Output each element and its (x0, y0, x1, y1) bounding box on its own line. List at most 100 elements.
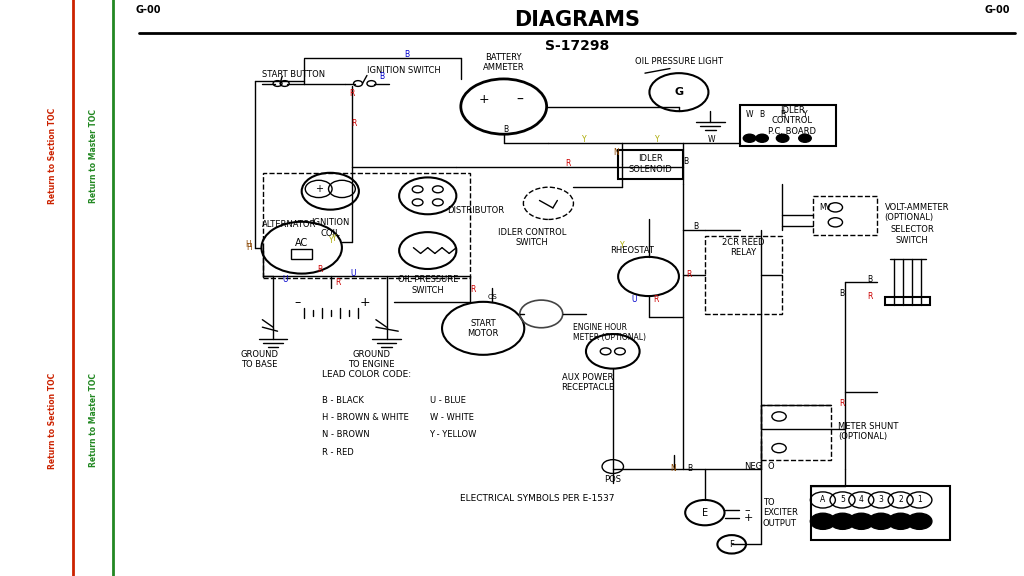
Text: TO
EXCITER
OUTPUT: TO EXCITER OUTPUT (763, 498, 798, 528)
Text: B: B (684, 157, 689, 166)
Text: 4: 4 (859, 495, 863, 505)
Text: R: R (839, 399, 845, 408)
Text: Return to Master TOC: Return to Master TOC (89, 373, 98, 468)
Text: B: B (760, 110, 765, 119)
Text: 3: 3 (879, 495, 884, 505)
Text: 5: 5 (840, 495, 845, 505)
Text: A: A (820, 495, 825, 505)
Text: U - BLUE: U - BLUE (429, 396, 465, 405)
Text: OIL PRESSURE
SWITCH: OIL PRESSURE SWITCH (397, 275, 458, 295)
Text: U: U (283, 275, 289, 284)
Text: N: N (671, 464, 677, 473)
Text: RHEOSTAT: RHEOSTAT (610, 246, 654, 255)
Text: E: E (701, 507, 708, 518)
Text: Y: Y (332, 234, 336, 243)
Text: ELECTRICAL SYMBOLS PER E-1537: ELECTRICAL SYMBOLS PER E-1537 (460, 494, 614, 503)
Text: B: B (687, 464, 692, 473)
Text: DIAGRAMS: DIAGRAMS (514, 10, 640, 30)
Text: S-17298: S-17298 (545, 39, 609, 53)
Text: U: U (351, 268, 356, 278)
Bar (813, 196, 878, 235)
Text: R: R (349, 89, 354, 98)
Text: +: + (359, 297, 371, 309)
Text: W: W (708, 135, 715, 144)
Text: ENGINE HOUR
METER (OPTIONAL): ENGINE HOUR METER (OPTIONAL) (572, 323, 645, 342)
Bar (739, 105, 837, 146)
Text: IGNITION SWITCH: IGNITION SWITCH (367, 66, 440, 75)
Bar (811, 486, 950, 540)
Text: N - BROWN: N - BROWN (323, 430, 370, 439)
Text: G-00: G-00 (984, 5, 1010, 16)
Text: Y: Y (621, 241, 625, 251)
Text: B: B (404, 50, 410, 59)
Bar (886, 297, 930, 305)
Text: OS: OS (487, 294, 497, 300)
Text: IGNITION
COIL: IGNITION COIL (311, 218, 349, 238)
Bar (761, 405, 830, 460)
Text: B: B (693, 222, 698, 232)
Text: LEAD COLOR CODE:: LEAD COLOR CODE: (323, 370, 412, 379)
Text: POS: POS (604, 475, 622, 484)
Text: NEG: NEG (744, 462, 762, 471)
Text: R: R (867, 292, 872, 301)
Text: B: B (503, 125, 508, 134)
Text: W - WHITE: W - WHITE (429, 413, 473, 422)
Circle shape (888, 513, 913, 529)
Text: Y: Y (655, 135, 659, 144)
Text: +: + (314, 184, 323, 194)
Text: R: R (335, 278, 340, 287)
Text: Return to Section TOC: Return to Section TOC (47, 107, 56, 204)
Text: B: B (839, 289, 844, 298)
Text: Y - YELLOW: Y - YELLOW (429, 430, 477, 439)
Text: F: F (729, 540, 734, 549)
Text: DISTRIBUTOR: DISTRIBUTOR (447, 206, 505, 215)
Text: 2: 2 (898, 495, 903, 505)
Circle shape (810, 513, 836, 529)
Text: R: R (316, 265, 323, 274)
Text: U: U (632, 295, 637, 304)
Text: MV: MV (819, 203, 831, 212)
Circle shape (830, 513, 855, 529)
Text: R: R (565, 159, 570, 168)
Text: METER SHUNT
(OPTIONAL): METER SHUNT (OPTIONAL) (838, 422, 898, 441)
Bar (291, 249, 312, 259)
Circle shape (756, 134, 768, 142)
Text: ALTERNATOR: ALTERNATOR (262, 220, 316, 229)
Text: H: H (245, 240, 251, 249)
Bar (263, 173, 470, 278)
Circle shape (799, 134, 811, 142)
Text: START BUTTON: START BUTTON (262, 70, 326, 79)
Text: H - BROWN & WHITE: H - BROWN & WHITE (323, 413, 409, 422)
Text: +: + (479, 93, 489, 106)
Text: R: R (471, 285, 476, 294)
Text: IDLER
CONTROL
P.C. BOARD: IDLER CONTROL P.C. BOARD (768, 106, 816, 136)
Circle shape (743, 134, 756, 142)
Text: OIL PRESSURE LIGHT: OIL PRESSURE LIGHT (635, 57, 723, 66)
Text: R: R (351, 119, 356, 128)
Text: R: R (686, 270, 691, 279)
Text: Y: Y (803, 110, 807, 119)
Text: 2CR REED
RELAY: 2CR REED RELAY (722, 238, 765, 257)
Circle shape (776, 134, 788, 142)
Text: IDLER CONTROL
SWITCH: IDLER CONTROL SWITCH (498, 228, 566, 247)
Text: AUX POWER
RECEPTACLE: AUX POWER RECEPTACLE (561, 373, 614, 392)
Text: G-00: G-00 (135, 5, 161, 16)
Circle shape (868, 513, 894, 529)
Text: –: – (294, 297, 300, 309)
Text: W: W (745, 110, 754, 119)
Text: B: B (867, 275, 872, 284)
Text: H: H (246, 243, 252, 252)
Text: –: – (516, 93, 523, 107)
Text: +: + (744, 513, 754, 524)
Text: G: G (675, 87, 683, 97)
Text: Y: Y (329, 236, 334, 245)
Text: VOLT-AMMETER
(OPTIONAL): VOLT-AMMETER (OPTIONAL) (885, 203, 949, 222)
Text: B: B (780, 110, 785, 119)
Text: B: B (380, 72, 385, 81)
Bar (705, 236, 781, 314)
Text: START
MOTOR: START MOTOR (468, 319, 499, 338)
Text: 1: 1 (918, 495, 922, 505)
Text: B - BLACK: B - BLACK (323, 396, 365, 405)
Bar (618, 150, 683, 179)
Text: R: R (653, 295, 658, 304)
